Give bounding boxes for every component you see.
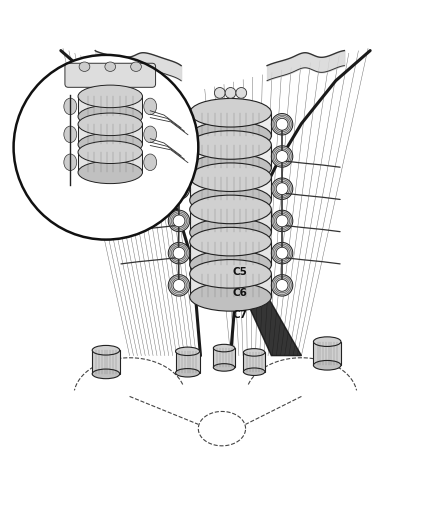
Ellipse shape (189, 122, 271, 150)
Ellipse shape (79, 62, 89, 71)
Circle shape (276, 118, 287, 130)
Ellipse shape (92, 345, 120, 355)
Ellipse shape (175, 347, 199, 356)
Circle shape (271, 242, 292, 264)
Ellipse shape (189, 283, 271, 311)
Ellipse shape (130, 62, 141, 71)
Circle shape (271, 114, 292, 135)
FancyBboxPatch shape (78, 96, 142, 117)
Circle shape (173, 247, 184, 259)
Circle shape (271, 178, 292, 199)
FancyBboxPatch shape (92, 350, 120, 374)
Circle shape (173, 118, 184, 130)
Ellipse shape (104, 62, 115, 71)
Ellipse shape (78, 105, 142, 128)
FancyBboxPatch shape (78, 152, 142, 172)
Ellipse shape (189, 163, 271, 191)
Ellipse shape (189, 195, 271, 224)
Text: C6: C6 (233, 288, 247, 298)
Ellipse shape (189, 250, 271, 279)
Circle shape (14, 55, 198, 239)
FancyBboxPatch shape (78, 124, 142, 144)
Text: C7: C7 (232, 310, 247, 320)
Circle shape (168, 146, 189, 167)
Ellipse shape (243, 348, 264, 356)
FancyBboxPatch shape (189, 241, 271, 265)
Circle shape (276, 183, 287, 194)
Text: C5: C5 (233, 267, 247, 277)
Ellipse shape (313, 337, 340, 346)
Ellipse shape (144, 98, 156, 115)
Ellipse shape (224, 87, 235, 98)
Ellipse shape (80, 119, 141, 122)
FancyBboxPatch shape (189, 274, 271, 297)
FancyBboxPatch shape (189, 113, 271, 136)
Ellipse shape (235, 87, 246, 98)
Circle shape (271, 210, 292, 232)
Ellipse shape (189, 186, 271, 215)
Circle shape (276, 150, 287, 163)
Ellipse shape (189, 218, 271, 247)
Circle shape (271, 275, 292, 296)
Circle shape (173, 279, 184, 291)
FancyBboxPatch shape (189, 210, 271, 232)
FancyBboxPatch shape (313, 342, 340, 365)
Ellipse shape (194, 138, 267, 143)
Ellipse shape (64, 98, 77, 115)
Ellipse shape (78, 161, 142, 184)
Ellipse shape (194, 235, 267, 239)
Ellipse shape (78, 85, 142, 108)
Circle shape (173, 183, 184, 194)
Circle shape (173, 150, 184, 163)
Circle shape (168, 114, 189, 135)
Circle shape (168, 178, 189, 199)
Ellipse shape (189, 260, 271, 288)
Ellipse shape (194, 267, 267, 272)
Ellipse shape (78, 113, 142, 135)
Ellipse shape (194, 203, 267, 207)
Ellipse shape (78, 141, 142, 164)
FancyBboxPatch shape (189, 177, 271, 200)
Ellipse shape (64, 126, 77, 142)
Ellipse shape (189, 154, 271, 182)
Circle shape (173, 215, 184, 227)
Ellipse shape (64, 154, 77, 171)
Ellipse shape (213, 364, 234, 371)
Circle shape (168, 210, 189, 232)
Circle shape (276, 279, 287, 291)
Circle shape (271, 146, 292, 167)
Ellipse shape (175, 369, 199, 377)
Ellipse shape (213, 344, 234, 352)
FancyBboxPatch shape (65, 63, 155, 87)
Circle shape (168, 275, 189, 296)
FancyBboxPatch shape (243, 352, 264, 372)
Ellipse shape (189, 98, 271, 127)
FancyBboxPatch shape (175, 351, 199, 373)
Ellipse shape (189, 227, 271, 256)
Ellipse shape (313, 361, 340, 370)
Ellipse shape (189, 131, 271, 159)
Ellipse shape (92, 369, 120, 379)
Ellipse shape (214, 87, 224, 98)
Ellipse shape (144, 126, 156, 142)
Ellipse shape (243, 368, 264, 376)
Ellipse shape (80, 146, 141, 150)
Circle shape (14, 55, 198, 239)
Ellipse shape (194, 170, 267, 175)
Ellipse shape (78, 133, 142, 156)
FancyBboxPatch shape (189, 145, 271, 168)
Circle shape (168, 242, 189, 264)
Polygon shape (228, 261, 301, 356)
FancyBboxPatch shape (213, 348, 234, 368)
Circle shape (276, 247, 287, 259)
Circle shape (276, 215, 287, 227)
Ellipse shape (144, 154, 156, 171)
